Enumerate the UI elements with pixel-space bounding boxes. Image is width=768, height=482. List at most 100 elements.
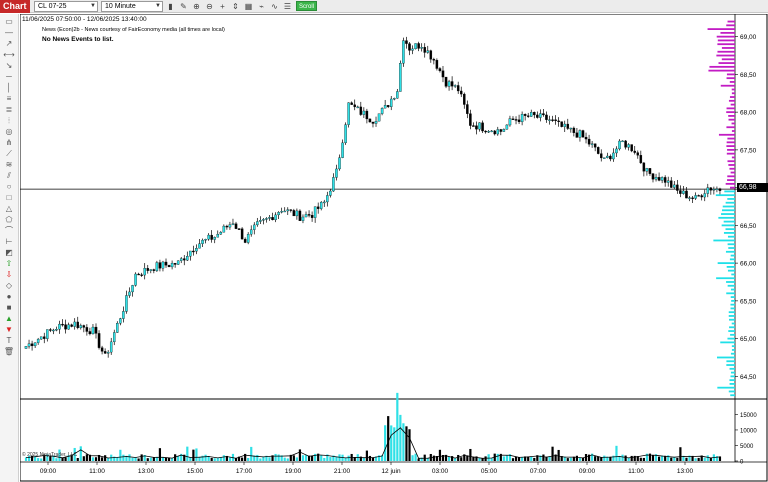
volume-bar-up xyxy=(591,453,594,461)
fibonacci-extension-icon[interactable]: ≣ xyxy=(5,105,13,114)
risk-reward-icon[interactable]: ◩ xyxy=(5,248,13,257)
candle-up xyxy=(286,209,290,212)
horizontal-line-icon[interactable]: ─ xyxy=(6,72,12,81)
candle-up xyxy=(502,129,506,132)
volume-profile-bar-below xyxy=(713,239,735,242)
ray-icon[interactable]: ↗ xyxy=(5,39,13,48)
zoom-out-icon[interactable]: ⊖ xyxy=(206,1,213,11)
instrument-selector[interactable]: CL 07-25 ▼ xyxy=(34,0,98,12)
triangle-up-icon[interactable]: ▲ xyxy=(5,314,13,323)
trash-icon[interactable]: 🗑 xyxy=(3,347,15,356)
zoom-in-icon[interactable]: ⊕ xyxy=(193,1,200,11)
candle-down xyxy=(566,123,570,129)
candle-up xyxy=(627,144,630,148)
interval-selector[interactable]: 10 Minute ▼ xyxy=(101,0,163,12)
fibonacci-timezone-icon[interactable]: ⦙ xyxy=(8,116,10,125)
text-icon[interactable]: T xyxy=(6,336,12,345)
time-axis-label: 07:00 xyxy=(530,468,547,475)
volume-bar-down xyxy=(88,454,92,461)
fibonacci-circle-icon[interactable]: ◎ xyxy=(5,127,13,136)
volume-bar-down xyxy=(624,455,627,461)
bar-type-icon[interactable]: ▮ xyxy=(168,1,173,11)
volume-profile-bar-above xyxy=(731,122,735,125)
volume-bar-down xyxy=(560,456,563,461)
fibonacci-retracement-icon[interactable]: ≡ xyxy=(6,94,12,103)
volume-profile-bar-below xyxy=(721,209,735,212)
volume-bar-up xyxy=(143,454,146,461)
volume-bar-down xyxy=(679,447,682,461)
properties-icon[interactable]: ▦ xyxy=(244,1,253,11)
strategy-icon[interactable]: ⌁ xyxy=(259,1,264,11)
volume-profile-bar-above xyxy=(726,126,735,129)
volume-profile-bar-above xyxy=(730,103,735,106)
arrow-up-icon[interactable]: ⇧ xyxy=(5,259,13,268)
price-axis-label: 68,50 xyxy=(740,72,757,79)
regression-channel-icon[interactable]: ≋ xyxy=(5,160,13,169)
candle-up xyxy=(207,234,210,240)
candle-down xyxy=(88,331,92,335)
arc-icon[interactable]: ⌒ xyxy=(5,226,13,235)
chart-tab[interactable]: Chart xyxy=(0,0,30,13)
rectangle-icon[interactable]: □ xyxy=(6,193,12,202)
triangle-down-icon[interactable]: ▼ xyxy=(5,325,13,334)
candle-up xyxy=(380,108,384,114)
polygon-icon[interactable]: ⬠ xyxy=(5,215,13,224)
vertical-line-icon[interactable]: │ xyxy=(6,83,12,92)
ellipse-icon[interactable]: ○ xyxy=(6,182,12,191)
time-axis-label: 11:00 xyxy=(628,468,644,475)
gann-fan-icon[interactable]: ⟋ xyxy=(6,149,12,158)
extended-line-icon[interactable]: ⟷ xyxy=(3,50,15,59)
candle-down xyxy=(152,269,156,271)
volume-bar-up xyxy=(621,454,624,461)
pencil-icon[interactable]: ✎ xyxy=(180,1,187,11)
scale-icon[interactable]: ⇕ xyxy=(232,1,239,11)
volume-bar-down xyxy=(237,456,241,461)
crosshair-icon[interactable]: + xyxy=(220,1,225,11)
line-icon[interactable]: — xyxy=(5,28,13,37)
volume-bar-down xyxy=(469,448,472,461)
arrow-line-icon[interactable]: ↘ xyxy=(5,61,13,70)
volume-profile-bar-below xyxy=(729,383,735,385)
volume-bar-up xyxy=(377,455,381,461)
candle-up xyxy=(344,124,347,144)
select-icon[interactable]: ▭ xyxy=(5,17,13,26)
candle-up xyxy=(508,118,512,126)
candle-up xyxy=(520,114,524,123)
indicators-icon[interactable]: ∿ xyxy=(271,1,278,11)
volume-profile-bar-below xyxy=(726,281,735,283)
volume-bar-up xyxy=(667,455,670,461)
volume-profile-bar-below xyxy=(731,299,735,302)
candle-up xyxy=(176,260,180,265)
volume-bar-up xyxy=(301,455,305,461)
volume-bar-down xyxy=(475,456,478,461)
volume-bar-up xyxy=(703,457,706,461)
diamond-icon[interactable]: ◇ xyxy=(5,281,13,290)
volume-bar-down xyxy=(642,457,645,461)
volume-bar-down xyxy=(441,455,445,461)
chart-panel[interactable]: 69,0068,5068,0067,5067,0066,5066,0065,50… xyxy=(19,13,768,482)
andrews-pitchfork-icon[interactable]: ⋔ xyxy=(5,138,13,147)
candle-down xyxy=(368,118,372,123)
volume-axis-label: 0 xyxy=(740,460,744,466)
candle-down xyxy=(70,324,73,327)
volume-bar-up xyxy=(505,455,508,461)
volume-bar-up xyxy=(198,456,201,461)
data-box-icon[interactable]: ☰ xyxy=(283,1,292,11)
arrow-down-icon[interactable]: ⇩ xyxy=(5,270,13,279)
ruler-icon[interactable]: ⊢ xyxy=(5,237,13,246)
candle-down xyxy=(633,150,636,153)
volume-bar-down xyxy=(594,456,597,461)
candle-down xyxy=(167,265,171,268)
candle-up xyxy=(703,193,706,198)
volume-bar-down xyxy=(405,426,408,461)
candle-down xyxy=(192,250,195,253)
square-icon[interactable]: ■ xyxy=(6,303,12,312)
scroll-button[interactable]: Scroll xyxy=(296,1,318,11)
volume-profile-bar-below xyxy=(730,352,735,355)
volume-profile-bar-below xyxy=(727,235,735,238)
trend-channel-icon[interactable]: ⫽ xyxy=(7,171,11,180)
triangle-icon[interactable]: △ xyxy=(5,204,13,213)
candle-up xyxy=(694,195,697,199)
dot-icon[interactable]: ● xyxy=(6,292,12,301)
candle-down xyxy=(82,325,86,328)
